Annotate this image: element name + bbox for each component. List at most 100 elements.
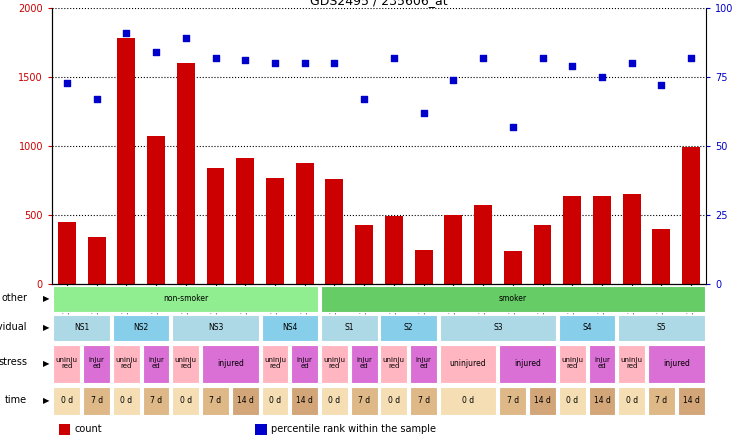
Text: injur
ed: injur ed (88, 357, 105, 369)
Point (239, 57, 251, 64)
Text: stress: stress (0, 357, 27, 367)
Text: 14 d: 14 d (297, 396, 313, 405)
Text: percentile rank within the sample: percentile rank within the sample (271, 424, 436, 433)
Bar (59, 424, 71, 435)
Text: uninju
red: uninju red (620, 357, 643, 369)
Bar (147, 136, 165, 284)
Title: GDS2495 / 235606_at: GDS2495 / 235606_at (310, 0, 447, 7)
Text: 7 d: 7 d (506, 396, 519, 405)
Point (596, 73, 608, 80)
Point (121, 29, 132, 36)
Text: injured: injured (217, 359, 244, 368)
Text: 0 d: 0 d (61, 396, 73, 405)
Bar (474, 205, 492, 284)
Bar (414, 250, 433, 284)
Bar (321, 315, 378, 341)
Bar (618, 387, 645, 415)
Bar (500, 345, 556, 383)
Bar (325, 179, 343, 284)
Bar (653, 229, 670, 284)
Text: 0 d: 0 d (566, 396, 578, 405)
Point (507, 123, 519, 130)
Text: NS1: NS1 (74, 323, 89, 332)
Text: 7 d: 7 d (417, 396, 430, 405)
Bar (410, 345, 437, 383)
Text: individual: individual (0, 321, 27, 332)
Bar (321, 345, 348, 383)
Text: 7 d: 7 d (655, 396, 668, 405)
Text: 0 d: 0 d (388, 396, 400, 405)
Bar (440, 387, 496, 415)
Bar (207, 168, 224, 284)
Text: ▶: ▶ (43, 294, 49, 303)
Text: 14 d: 14 d (683, 396, 700, 405)
Bar (261, 315, 318, 341)
Bar (563, 196, 581, 284)
Text: 7 d: 7 d (210, 396, 222, 405)
Bar (172, 387, 199, 415)
Text: injur
ed: injur ed (297, 357, 313, 369)
Bar (381, 315, 437, 341)
Bar (113, 315, 169, 341)
Text: NS4: NS4 (282, 323, 297, 332)
Point (418, 109, 430, 116)
Text: 0 d: 0 d (462, 396, 474, 405)
Bar (236, 159, 254, 284)
Text: uninju
red: uninju red (174, 357, 197, 369)
Bar (559, 345, 586, 383)
Text: uninju
red: uninju red (116, 357, 138, 369)
Point (566, 63, 578, 70)
Text: uninju
red: uninju red (264, 357, 286, 369)
Bar (381, 345, 407, 383)
Bar (54, 345, 80, 383)
Bar (618, 345, 645, 383)
Bar (202, 387, 229, 415)
Text: other: other (1, 293, 27, 303)
Bar (113, 345, 140, 383)
Bar (54, 387, 80, 415)
Bar (261, 345, 289, 383)
Text: injur
ed: injur ed (148, 357, 164, 369)
Point (537, 54, 548, 61)
Bar (593, 196, 611, 284)
Point (91, 95, 102, 103)
Point (447, 76, 459, 83)
Point (626, 59, 637, 67)
Bar (648, 387, 675, 415)
Point (477, 54, 489, 61)
Bar (232, 387, 258, 415)
Text: 7 d: 7 d (358, 396, 370, 405)
Bar (83, 387, 110, 415)
Bar (202, 345, 258, 383)
Text: NS2: NS2 (133, 323, 149, 332)
Text: NS3: NS3 (208, 323, 223, 332)
Point (180, 35, 191, 42)
Text: 14 d: 14 d (534, 396, 551, 405)
Text: uninju
red: uninju red (383, 357, 405, 369)
Bar (385, 216, 403, 284)
Bar (440, 315, 556, 341)
Bar (83, 345, 110, 383)
Bar (351, 387, 378, 415)
Bar (623, 194, 640, 284)
Bar (172, 315, 258, 341)
Text: injur
ed: injur ed (416, 357, 431, 369)
Text: count: count (75, 424, 102, 433)
Bar (381, 387, 407, 415)
Bar (54, 286, 318, 312)
Point (388, 54, 400, 61)
Bar (678, 387, 704, 415)
Text: 0 d: 0 d (626, 396, 638, 405)
Text: 0 d: 0 d (120, 396, 132, 405)
Point (61, 79, 73, 86)
Text: 14 d: 14 d (593, 396, 610, 405)
Point (656, 82, 668, 89)
Bar (172, 345, 199, 383)
Text: smoker: smoker (499, 294, 527, 303)
Bar (559, 387, 586, 415)
Bar (143, 387, 169, 415)
Bar (355, 225, 373, 284)
Bar (618, 315, 704, 341)
Text: 14 d: 14 d (237, 396, 254, 405)
Text: uninjured: uninjured (450, 359, 486, 368)
